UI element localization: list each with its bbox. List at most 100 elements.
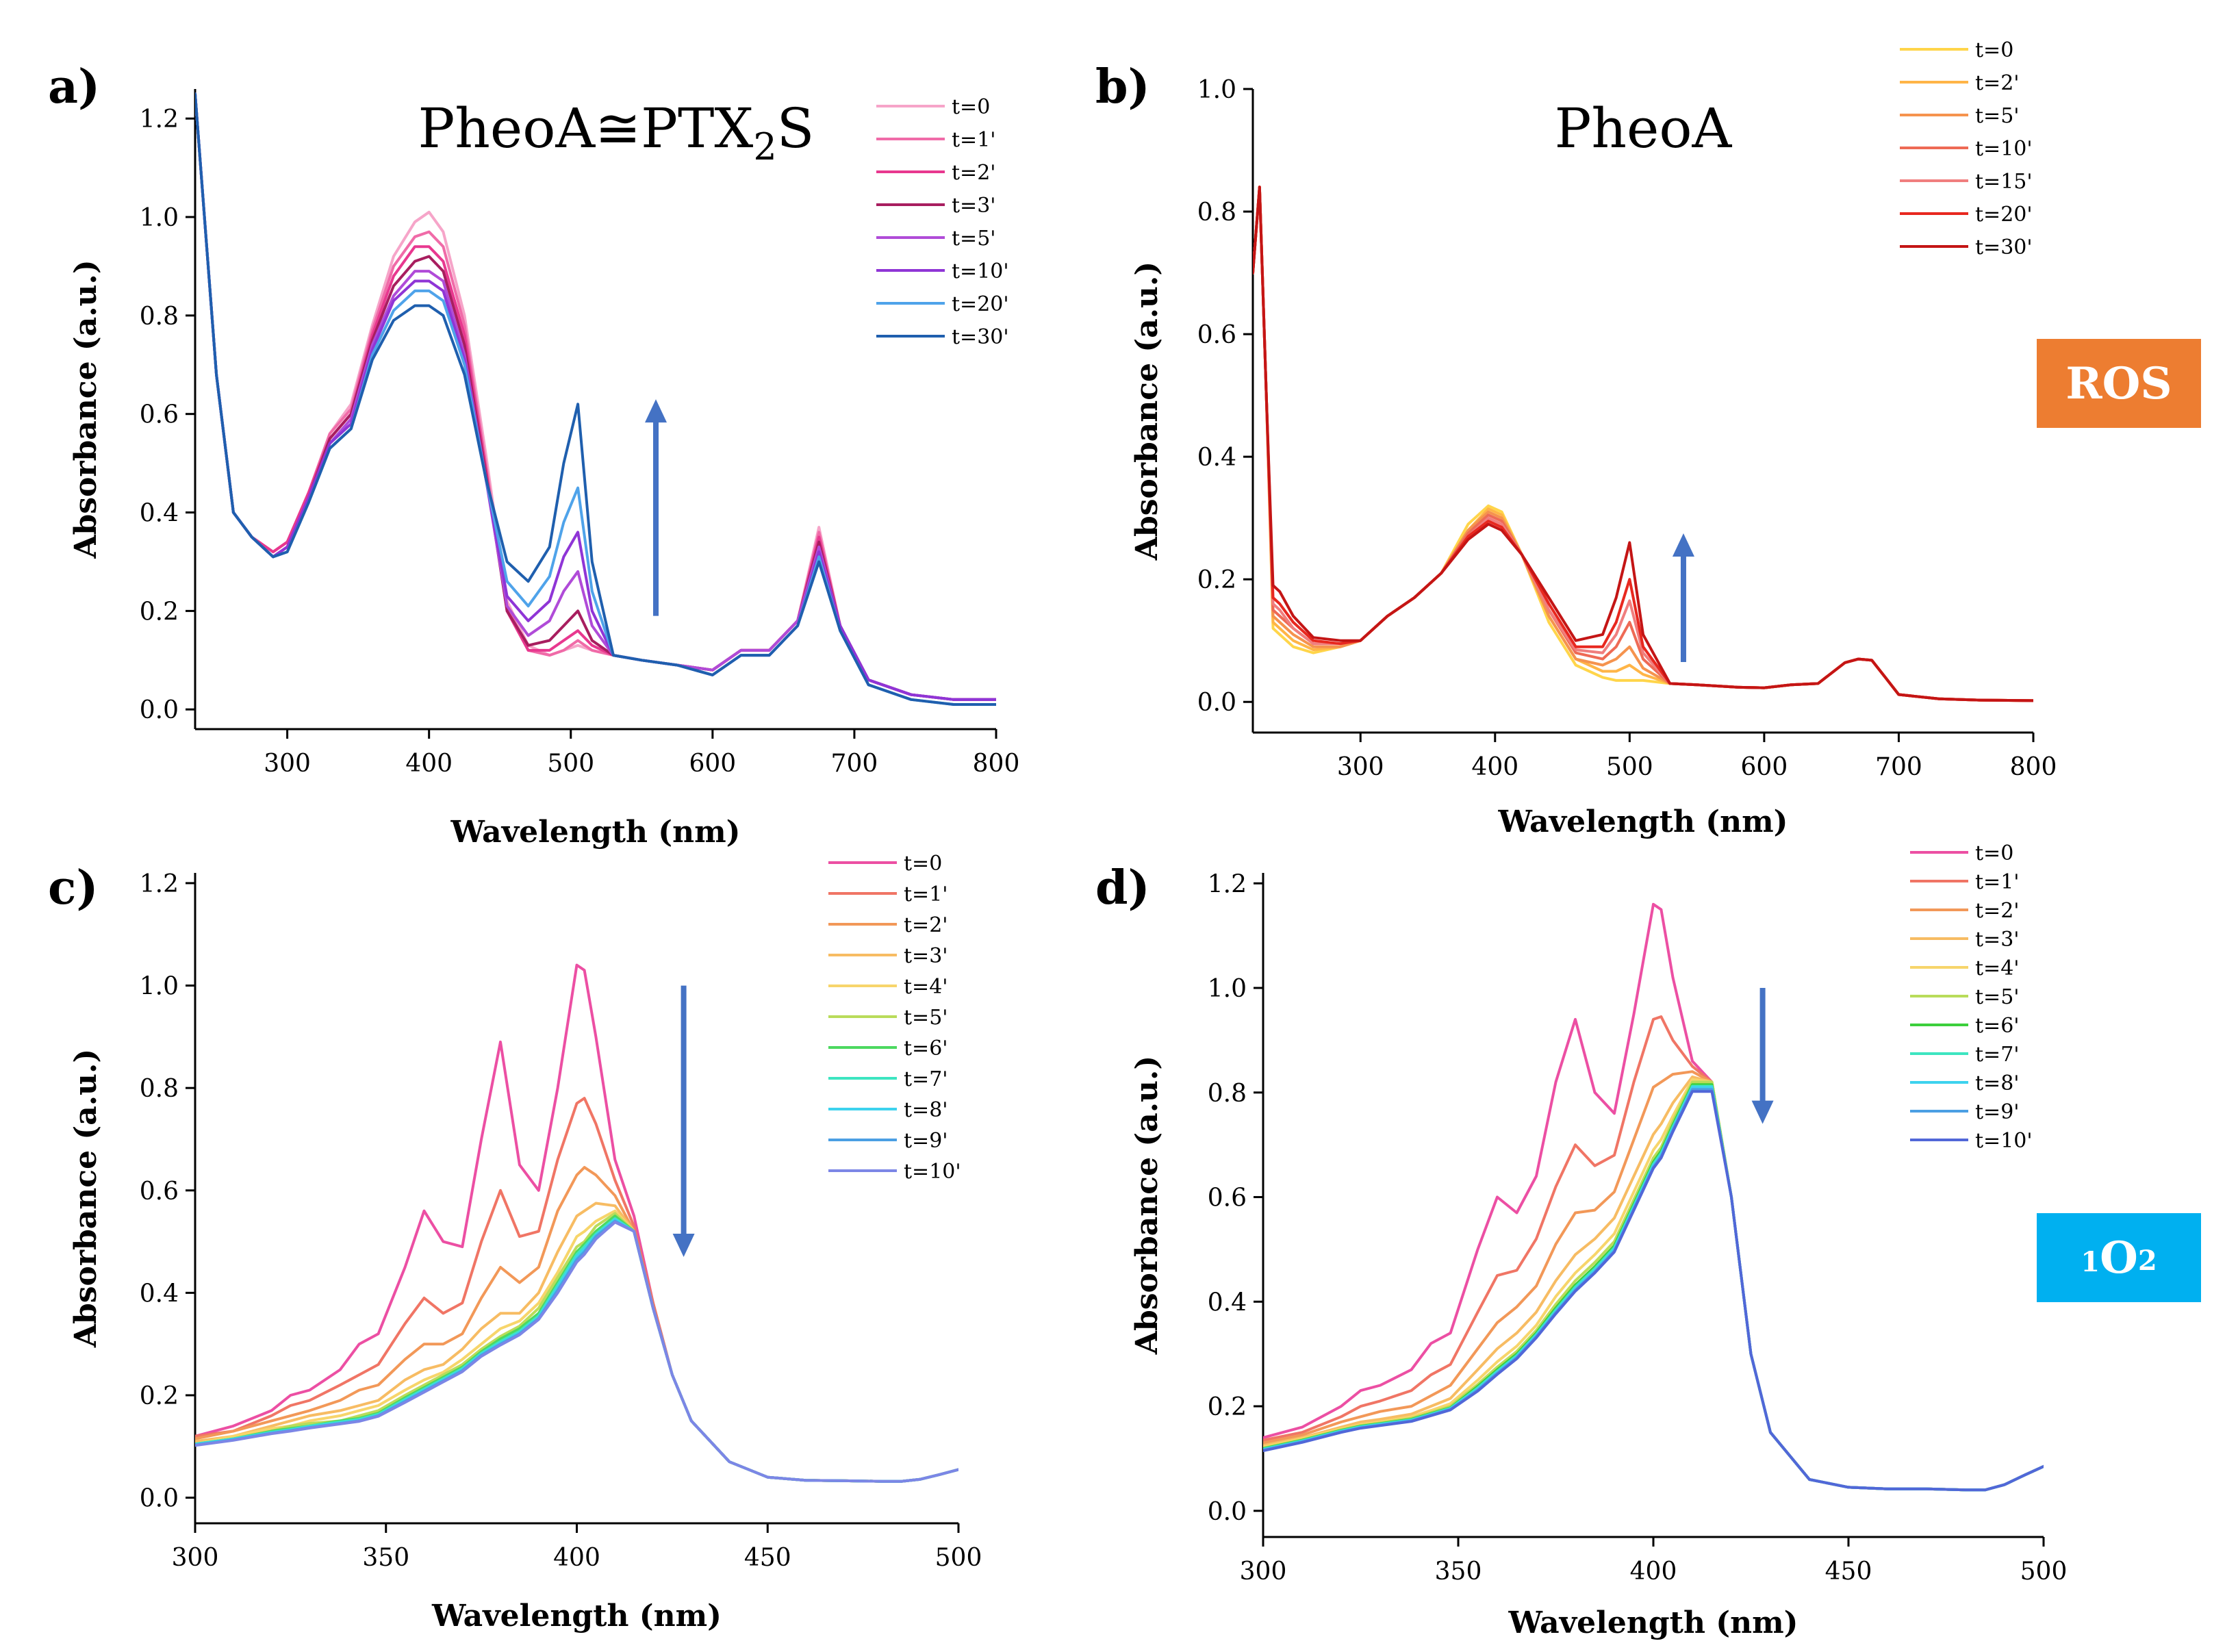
series-line: [1253, 186, 2033, 702]
legend-label: t=1': [904, 882, 948, 906]
y-tick-label: 1.2: [1208, 870, 1247, 898]
series-lines: [195, 92, 996, 706]
y-tick-label: 0.4: [140, 500, 179, 528]
chart-title: PheoA: [1555, 97, 1733, 160]
x-tick-label: 500: [2020, 1558, 2068, 1586]
chart-title-tail: S: [777, 97, 815, 160]
legend-label: t=1': [952, 128, 996, 152]
legend-label: t=0: [904, 852, 942, 876]
x-axis-label: Wavelength (nm): [431, 1599, 722, 1634]
y-tick-label: 0.6: [140, 1178, 179, 1206]
x-tick-label: 400: [553, 1544, 600, 1572]
series-line: [195, 92, 996, 701]
x-axis-label: Wavelength (nm): [1508, 1605, 1798, 1640]
panel-label: b): [1095, 60, 1150, 114]
series-line: [1263, 1090, 2044, 1492]
legend-label: t=2': [1975, 71, 2020, 95]
legend-label: t=3': [1975, 928, 2020, 952]
legend-label: t=0: [952, 95, 990, 119]
panel-label: a): [48, 60, 100, 114]
series-line: [1253, 186, 2033, 702]
x-tick-label: 300: [264, 750, 311, 778]
chart-title-main: PheoA: [1555, 97, 1733, 160]
legend-label: t=15': [1975, 170, 2033, 194]
series-line: [195, 963, 958, 1483]
x-tick-label: 700: [1875, 753, 1922, 781]
y-tick-label: 0.8: [1197, 199, 1236, 227]
chart-panel-2: b) PheoA 300 400 500 600 700 800 0.0 0.2 0.4 0.6 0.8…: [1095, 38, 2057, 839]
singlet-oxygen-sup: 1: [2081, 1245, 2100, 1278]
x-axis-label: Wavelength (nm): [1498, 804, 1788, 839]
panel-label: d): [1095, 861, 1150, 915]
x-tick-label: 300: [1240, 1558, 1287, 1586]
legend-label: t=8': [1975, 1071, 2020, 1095]
x-tick-label: 800: [973, 750, 1020, 778]
legend-label: t=10': [952, 259, 1009, 283]
chart-panel-1: a) PheoA≅PTX2S 300 400 500 600 700 800 0.0 0.2 0.4…: [48, 60, 1019, 850]
x-tick-label: 500: [935, 1544, 982, 1572]
trend-arrow-up-icon: [1672, 533, 1694, 557]
chart-title: PheoA≅PTX2S: [418, 97, 815, 168]
y-tick-label: 0.8: [140, 1075, 179, 1103]
series-line: [195, 1202, 958, 1483]
legend-label: t=1': [1975, 870, 2020, 894]
legend-label: t=3': [952, 194, 996, 218]
y-tick-label: 0.0: [1197, 689, 1236, 717]
series-line: [195, 92, 996, 701]
legend-label: t=2': [904, 913, 948, 937]
y-tick-label: 0.0: [140, 696, 179, 724]
legend: t=0 t=2' t=5' t=10' t=15' t=20' t=30': [1900, 38, 2033, 259]
series-line: [195, 1221, 958, 1483]
y-tick-label: 0.8: [1208, 1080, 1247, 1108]
y-tick-label: 0.6: [1197, 321, 1236, 349]
series-line: [1263, 1080, 2044, 1492]
y-tick-label: 0.6: [140, 401, 179, 429]
chart-title-subscript: 2: [753, 125, 776, 168]
series-line: [1253, 186, 2033, 702]
legend: t=0 t=1' t=2' t=3' t=5' t=10' t=20' t=30': [876, 95, 1009, 349]
legend-label: t=30': [1975, 236, 2033, 259]
y-tick-label: 1.0: [140, 204, 179, 232]
series-line: [1253, 186, 2033, 702]
y-tick-label: 0.4: [1208, 1288, 1247, 1317]
series-lines: [195, 963, 958, 1483]
x-tick-label: 400: [1630, 1558, 1677, 1586]
legend: t=0 t=1' t=2' t=3' t=4' t=5' t=6' t=7' t=8' t=9' t…: [1910, 841, 2033, 1153]
legend-label: t=6': [904, 1037, 948, 1060]
y-tick-label: 0.2: [1197, 566, 1236, 594]
legend-label: t=5': [1975, 104, 2020, 128]
series-line: [195, 92, 996, 706]
series-lines: [1253, 186, 2033, 702]
y-tick-label: 1.0: [1197, 76, 1236, 104]
legend-label: t=7': [1975, 1043, 2020, 1067]
x-tick-label: 350: [362, 1544, 409, 1572]
x-tick-label: 600: [1741, 753, 1788, 781]
y-tick-label: 0.8: [140, 303, 179, 331]
trend-arrow-down-icon: [1751, 1100, 1774, 1124]
series-line: [195, 92, 996, 701]
legend-label: t=4': [904, 975, 948, 999]
x-axis-label: Wavelength (nm): [450, 815, 741, 850]
legend-label: t=7': [904, 1067, 948, 1091]
x-tick-label: 600: [689, 750, 736, 778]
trend-arrow-down-icon: [672, 1234, 695, 1258]
legend-label: t=3': [904, 944, 948, 968]
y-tick-label: 0.0: [140, 1485, 179, 1513]
x-tick-label: 450: [744, 1544, 791, 1572]
y-tick-label: 1.0: [1208, 975, 1247, 1003]
trend-arrow-up-icon: [645, 399, 668, 423]
legend-label: t=5': [952, 227, 996, 251]
x-tick-label: 450: [1825, 1558, 1872, 1586]
x-tick-label: 300: [172, 1544, 219, 1572]
legend-label: t=0: [1975, 841, 2013, 865]
x-tick-label: 500: [547, 750, 594, 778]
legend-label: t=8': [904, 1098, 948, 1122]
y-tick-label: 0.0: [1208, 1498, 1247, 1526]
legend-label: t=9': [1975, 1100, 2020, 1124]
series-line: [1253, 186, 2033, 702]
legend-label: t=6': [1975, 1014, 2020, 1038]
x-tick-label: 500: [1606, 753, 1653, 781]
legend-label: t=30': [952, 325, 1009, 349]
